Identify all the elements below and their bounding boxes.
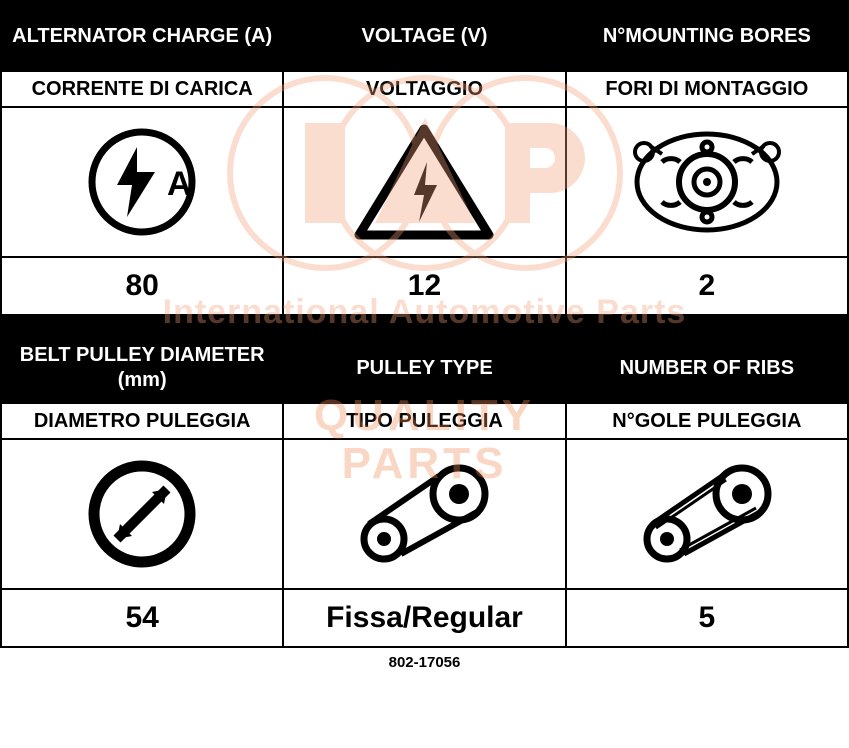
header-en-0: ALTERNATOR CHARGE (A) [1,1,283,71]
header-it-0: CORRENTE DI CARICA [1,71,283,107]
ribs-icon [622,454,792,574]
header-it-3: DIAMETRO PULEGGIA [1,403,283,439]
header-en-3: BELT PULLEY DIAMETER (mm) [1,333,283,403]
header-en-5: NUMBER OF RIBS [566,333,848,403]
spec-table: ALTERNATOR CHARGE (A) VOLTAGE (V) N°MOUN… [0,0,849,648]
spacer [1,315,848,333]
value-4: Fissa/Regular [283,589,565,647]
bores-icon [622,122,792,242]
value-0: 80 [1,257,283,315]
header-en-4: PULLEY TYPE [283,333,565,403]
icon-cell-amp: A [1,107,283,257]
header-en-2: N°MOUNTING BORES [566,1,848,71]
diameter-icon [82,454,202,574]
icon-cell-pulley-type [283,439,565,589]
icon-cell-bores [566,107,848,257]
icon-cell-diameter [1,439,283,589]
value-5: 5 [566,589,848,647]
pulley-type-icon [339,454,509,574]
icon-cell-ribs [566,439,848,589]
value-2: 2 [566,257,848,315]
header-it-5: N°GOLE PULEGGIA [566,403,848,439]
header-en-1: VOLTAGE (V) [283,1,565,71]
value-3: 54 [1,589,283,647]
header-it-1: VOLTAGGIO [283,71,565,107]
svg-text:A: A [167,165,192,203]
value-1: 12 [283,257,565,315]
spec-sheet: International Automotive Parts QUALITY P… [0,0,849,671]
header-it-2: FORI DI MONTAGGIO [566,71,848,107]
header-it-4: TIPO PULEGGIA [283,403,565,439]
part-number: 802-17056 [0,648,849,671]
icon-cell-voltage [283,107,565,257]
voltage-icon [349,117,499,247]
amp-icon: A [77,117,207,247]
